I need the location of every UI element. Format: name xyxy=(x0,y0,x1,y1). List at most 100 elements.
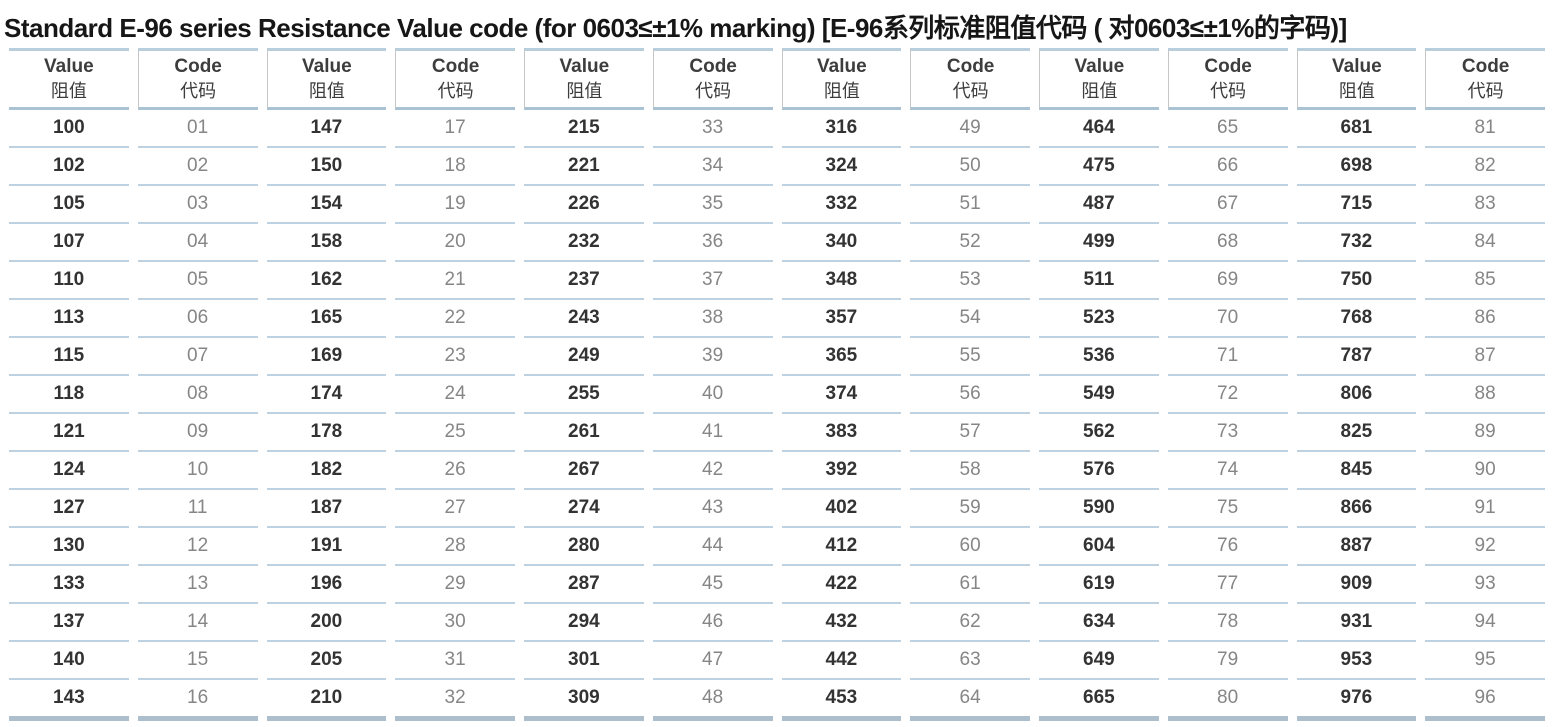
header-code-cell-label-zh: 代码 xyxy=(1467,81,1504,101)
value-cell: 121 xyxy=(9,414,129,452)
code-cell: 33 xyxy=(652,110,773,148)
value-cell: 215 xyxy=(524,110,644,148)
code-cell: 88 xyxy=(1425,376,1545,414)
value-cell: 665 xyxy=(1039,680,1159,721)
code-cell: 73 xyxy=(1167,414,1288,452)
table-row: 124 10 182 26 267 42 392 58 576 74 845 90 xyxy=(9,452,1545,490)
value-cell: 866 xyxy=(1296,490,1417,528)
header-value-cell-label-zh: 阻值 xyxy=(50,81,87,101)
value-cell: 374 xyxy=(781,376,902,414)
value-cell: 487 xyxy=(1039,186,1159,224)
code-cell: 05 xyxy=(137,262,258,300)
code-cell: 19 xyxy=(395,186,515,224)
value-cell: 261 xyxy=(524,414,644,452)
header-code-cell-label-zh: 代码 xyxy=(695,81,732,101)
value-cell: 154 xyxy=(266,186,387,224)
code-cell: 63 xyxy=(910,642,1030,680)
value-cell: 590 xyxy=(1039,490,1159,528)
value-cell: 127 xyxy=(9,490,129,528)
code-cell: 40 xyxy=(652,376,773,414)
code-cell: 41 xyxy=(652,414,773,452)
header-code-cell: Code 代码 xyxy=(395,48,515,110)
code-cell: 69 xyxy=(1167,262,1288,300)
value-cell: 226 xyxy=(524,186,644,224)
header-code-cell-label-en: Code xyxy=(174,56,222,77)
value-cell: 340 xyxy=(781,224,902,262)
code-cell: 93 xyxy=(1425,566,1545,604)
header-value-cell: Value 阻值 xyxy=(1039,48,1159,110)
value-cell: 453 xyxy=(781,680,902,721)
value-cell: 365 xyxy=(781,338,902,376)
header-value-cell: Value 阻值 xyxy=(9,48,129,110)
code-cell: 49 xyxy=(910,110,1030,148)
header-code-cell-label-zh: 代码 xyxy=(1210,81,1247,101)
code-cell: 39 xyxy=(652,338,773,376)
code-cell: 71 xyxy=(1167,338,1288,376)
code-cell: 91 xyxy=(1425,490,1545,528)
value-cell: 931 xyxy=(1296,604,1417,642)
value-cell: 182 xyxy=(266,452,387,490)
code-cell: 84 xyxy=(1425,224,1545,262)
table-row: 137 14 200 30 294 46 432 62 634 78 931 94 xyxy=(9,604,1545,642)
value-cell: 191 xyxy=(266,528,387,566)
code-cell: 50 xyxy=(910,148,1030,186)
value-cell: 649 xyxy=(1039,642,1159,680)
code-cell: 59 xyxy=(910,490,1030,528)
value-cell: 787 xyxy=(1296,338,1417,376)
value-cell: 287 xyxy=(524,566,644,604)
value-cell: 604 xyxy=(1039,528,1159,566)
code-cell: 89 xyxy=(1425,414,1545,452)
code-cell: 31 xyxy=(395,642,515,680)
header-value-cell-label-zh: 阻值 xyxy=(1081,81,1118,101)
code-cell: 95 xyxy=(1425,642,1545,680)
value-cell: 280 xyxy=(524,528,644,566)
code-cell: 14 xyxy=(137,604,258,642)
code-cell: 37 xyxy=(652,262,773,300)
value-cell: 332 xyxy=(781,186,902,224)
value-cell: 140 xyxy=(9,642,129,680)
value-cell: 243 xyxy=(524,300,644,338)
code-cell: 86 xyxy=(1425,300,1545,338)
code-cell: 75 xyxy=(1167,490,1288,528)
code-cell: 48 xyxy=(652,680,773,721)
code-cell: 43 xyxy=(652,490,773,528)
value-cell: 187 xyxy=(266,490,387,528)
code-cell: 87 xyxy=(1425,338,1545,376)
value-cell: 113 xyxy=(9,300,129,338)
code-cell: 15 xyxy=(137,642,258,680)
header-row: Value 阻值 Code 代码 Value 阻值 Code 代码 Value 阻值 Code 代码 V… xyxy=(9,48,1545,110)
header-value-cell-label-zh: 阻值 xyxy=(1338,81,1375,101)
code-cell: 62 xyxy=(910,604,1030,642)
value-cell: 162 xyxy=(266,262,387,300)
value-cell: 150 xyxy=(266,148,387,186)
code-cell: 42 xyxy=(652,452,773,490)
value-cell: 750 xyxy=(1296,262,1417,300)
value-cell: 133 xyxy=(9,566,129,604)
code-cell: 16 xyxy=(137,680,258,721)
code-cell: 22 xyxy=(395,300,515,338)
code-cell: 72 xyxy=(1167,376,1288,414)
code-cell: 02 xyxy=(137,148,258,186)
code-cell: 74 xyxy=(1167,452,1288,490)
value-cell: 221 xyxy=(524,148,644,186)
code-cell: 68 xyxy=(1167,224,1288,262)
code-cell: 17 xyxy=(395,110,515,148)
code-cell: 27 xyxy=(395,490,515,528)
code-cell: 57 xyxy=(910,414,1030,452)
header-code-cell: Code 代码 xyxy=(1425,48,1545,110)
value-cell: 143 xyxy=(9,680,129,721)
value-cell: 392 xyxy=(781,452,902,490)
value-cell: 249 xyxy=(524,338,644,376)
value-cell: 196 xyxy=(266,566,387,604)
value-cell: 174 xyxy=(266,376,387,414)
value-cell: 348 xyxy=(781,262,902,300)
code-cell: 06 xyxy=(137,300,258,338)
table-row: 133 13 196 29 287 45 422 61 619 77 909 93 xyxy=(9,566,1545,604)
table-row: 127 11 187 27 274 43 402 59 590 75 866 91 xyxy=(9,490,1545,528)
code-cell: 25 xyxy=(395,414,515,452)
value-cell: 274 xyxy=(524,490,644,528)
code-cell: 92 xyxy=(1425,528,1545,566)
value-cell: 576 xyxy=(1039,452,1159,490)
table-row: 121 09 178 25 261 41 383 57 562 73 825 89 xyxy=(9,414,1545,452)
code-cell: 56 xyxy=(910,376,1030,414)
